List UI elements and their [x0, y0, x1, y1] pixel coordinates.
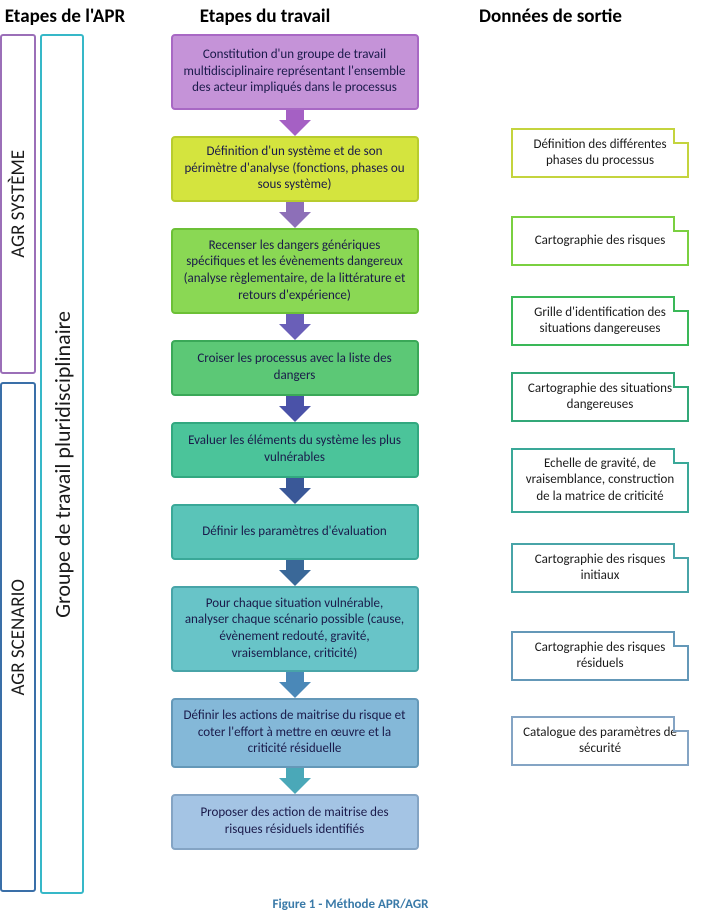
arrow-icon: [279, 570, 311, 586]
output-box: Cartographie des risques résiduels: [511, 631, 689, 681]
step-box: Proposer des action de maitrise des risq…: [171, 794, 419, 850]
output-box: Catalogue des paramètres de sécurité: [511, 716, 689, 766]
arrow-icon: [279, 488, 311, 504]
arrow-icon: [279, 324, 311, 340]
output-box: Cartographie des risques initiaux: [511, 543, 689, 593]
agr-scenario-label: AGR SCENARIO: [7, 579, 30, 696]
arrow-icon: [279, 406, 311, 422]
arrow-stem: [286, 110, 304, 120]
arrow-icon: [279, 120, 311, 136]
arrow-stem: [286, 560, 304, 570]
apr-stage-stack: AGR SYSTÈME AGR SCENARIO: [0, 34, 36, 894]
agr-systeme-box: AGR SYSTÈME: [0, 34, 36, 374]
diagram-container: AGR SYSTÈME AGR SCENARIO Groupe de trava…: [0, 34, 701, 894]
arrow-stem: [286, 478, 304, 488]
arrow-stem: [286, 672, 304, 682]
step-box: Définition d'un système et de son périmè…: [171, 136, 419, 202]
output-box: Définition des différentes phases du pro…: [511, 128, 689, 178]
output-box: Cartographie des risques: [511, 216, 689, 266]
arrow-stem: [286, 396, 304, 406]
step-box: Evaluer les éléments du système les plus…: [171, 422, 419, 478]
header-right: Données de sortie: [400, 5, 701, 28]
arrow-icon: [279, 778, 311, 794]
arrow-stem: [286, 314, 304, 324]
figure-caption: Figure 1 - Méthode APR/AGR: [0, 897, 701, 912]
step-box: Constitution d'un groupe de travail mult…: [171, 34, 419, 110]
output-box: Cartographie des situations dangereuses: [511, 372, 689, 422]
center-column: Constitution d'un groupe de travail mult…: [90, 34, 499, 894]
header-left: Etapes de l'APR: [0, 5, 130, 28]
step-box: Définir les paramètres d'évaluation: [171, 504, 419, 560]
right-column: Définition des différentes phases du pro…: [511, 34, 701, 894]
column-headers: Etapes de l'APR Etapes du travail Donnée…: [0, 5, 701, 28]
groupe-box: Groupe de travail pluridisciplinaire: [40, 34, 84, 894]
arrow-icon: [279, 682, 311, 698]
agr-systeme-label: AGR SYSTÈME: [7, 150, 30, 258]
output-box: Echelle de gravité, de vraisemblance, co…: [511, 448, 689, 513]
groupe-label: Groupe de travail pluridisciplinaire: [49, 311, 76, 618]
arrow-stem: [286, 202, 304, 212]
agr-scenario-box: AGR SCENARIO: [0, 382, 36, 892]
arrow-stem: [286, 768, 304, 778]
step-box: Croiser les processus avec la liste des …: [171, 340, 419, 396]
step-box: Pour chaque situation vulnérable, analys…: [171, 586, 419, 672]
left-column: AGR SYSTÈME AGR SCENARIO Groupe de trava…: [0, 34, 84, 894]
step-box: Recenser les dangers génériques spécifiq…: [171, 228, 419, 314]
header-center: Etapes du travail: [130, 5, 400, 28]
step-box: Définir les actions de maitrise du risqu…: [171, 698, 419, 768]
arrow-icon: [279, 212, 311, 228]
output-box: Grille d'identification des situations d…: [511, 296, 689, 346]
